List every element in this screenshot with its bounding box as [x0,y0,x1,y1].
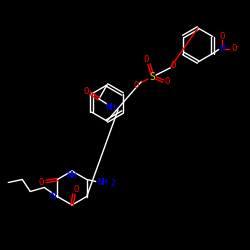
Text: S: S [149,72,155,82]
Text: O: O [231,44,236,53]
Text: 2: 2 [110,179,115,188]
Text: NH: NH [106,102,117,112]
Text: N: N [219,44,224,53]
Text: O: O [219,32,224,41]
Text: O: O [73,184,79,194]
Text: O: O [170,60,176,70]
Text: -: - [236,44,240,50]
Text: O: O [38,178,44,187]
Text: O: O [83,86,89,96]
Text: O: O [164,78,170,86]
Text: N: N [50,192,56,201]
Text: NH: NH [66,172,78,180]
Text: O: O [133,80,139,90]
Text: NH: NH [97,178,108,187]
Text: O: O [143,56,149,64]
